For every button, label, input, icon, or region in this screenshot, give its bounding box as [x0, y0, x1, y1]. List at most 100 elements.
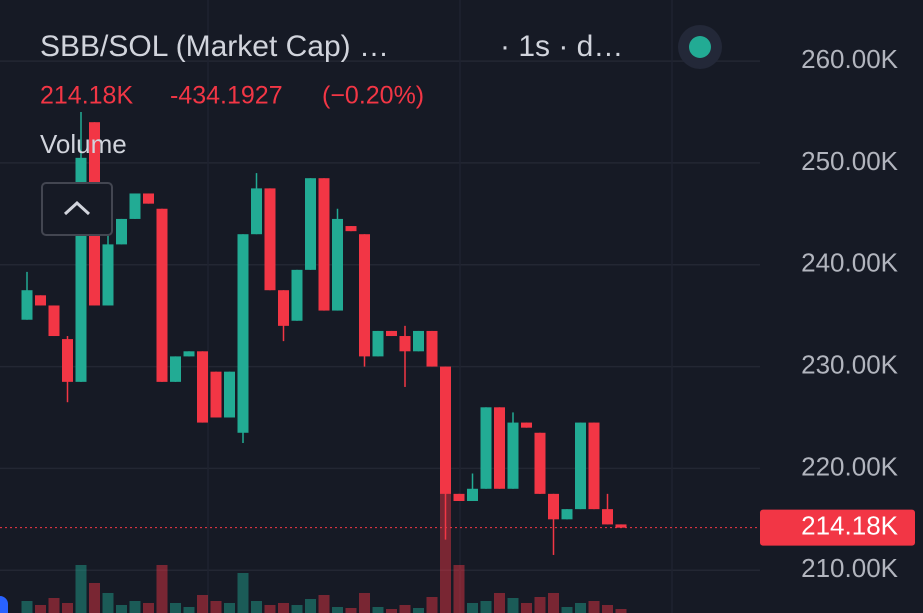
volume-bar: [48, 598, 60, 613]
volume-bar: [62, 603, 73, 613]
candle-body: [386, 330, 397, 337]
candle-body: [359, 234, 370, 357]
candle-body: [210, 371, 222, 418]
volume-bar: [278, 603, 289, 613]
volume-bar: [75, 565, 87, 613]
candle-body: [332, 218, 343, 311]
last-price-label: 214.18K: [801, 511, 899, 541]
volume-bar: [467, 603, 478, 613]
change: -434.1927: [170, 82, 283, 110]
candle-body: [602, 509, 613, 525]
candle-body: [291, 269, 303, 321]
candle-body: [399, 336, 411, 352]
chevron-icon: [63, 200, 91, 216]
candle-body: [156, 208, 168, 382]
candle-body: [264, 188, 276, 291]
candle-body: [48, 305, 60, 337]
volume-bar: [534, 597, 546, 613]
volume-bar: [480, 601, 492, 613]
interval: · 1s · d…: [500, 30, 623, 63]
volume-bar: [156, 565, 168, 613]
volume-bar: [237, 573, 249, 613]
candle-body: [575, 422, 586, 510]
volume-bar: [332, 607, 343, 613]
price: 214.18K: [40, 82, 133, 110]
candle-body: [507, 422, 519, 489]
volume-bar: [170, 603, 181, 613]
candle-body: [440, 366, 451, 494]
volume-bar: [251, 601, 262, 613]
candle-body: [21, 290, 33, 320]
volume-bar: [129, 601, 141, 613]
volume-bar: [399, 605, 411, 613]
candle-body: [345, 226, 357, 232]
scroll-indicator: [0, 596, 8, 613]
volume-bar: [264, 605, 276, 613]
volume-bar: [426, 597, 438, 613]
candle-body: [480, 407, 492, 489]
candle-body: [116, 218, 127, 245]
candle-body: [561, 509, 573, 520]
volume-bar: [305, 599, 316, 613]
candle-body: [183, 351, 195, 357]
candle-body: [143, 193, 154, 204]
candle-body: [426, 330, 438, 367]
y-tick-label: 260.00K: [801, 44, 899, 74]
volume-bar: [548, 593, 559, 613]
candle-body: [170, 356, 181, 382]
candle-body: [548, 493, 559, 520]
volume-bar: [413, 608, 424, 613]
candle-body: [305, 178, 316, 270]
y-tick-label: 230.00K: [801, 349, 899, 379]
volume-bar: [210, 601, 222, 613]
change-pct: (−0.20%): [322, 82, 424, 110]
volume-bar: [359, 593, 370, 613]
volume-bar: [494, 593, 505, 613]
y-tick-label: 220.00K: [801, 451, 899, 481]
volume-bar: [116, 605, 127, 613]
volume-bar: [224, 603, 235, 613]
volume-bar: [615, 609, 627, 613]
candle-body: [224, 371, 235, 418]
volume-label: Volume: [40, 129, 127, 159]
volume-bar: [507, 598, 519, 613]
candle-body: [35, 295, 46, 306]
volume-bar: [575, 603, 586, 613]
volume-bar: [21, 601, 33, 613]
candle-body: [197, 351, 208, 423]
y-tick-label: 250.00K: [801, 146, 899, 176]
candle-body: [102, 244, 114, 306]
candle-body: [467, 488, 478, 501]
volume-bar: [386, 609, 397, 613]
candle-body: [588, 422, 600, 510]
y-tick-label: 240.00K: [801, 248, 899, 278]
candle-body: [494, 407, 505, 489]
candle-body: [521, 422, 532, 428]
last-price-box: [760, 509, 915, 546]
candle-body: [237, 234, 249, 433]
candle-body: [372, 330, 384, 357]
volume-bar: [143, 603, 154, 613]
candle-body: [62, 339, 73, 382]
volume-bar: [440, 483, 451, 613]
volume-bar: [345, 608, 357, 613]
volume-bar: [453, 565, 465, 613]
status-dot: [689, 36, 711, 58]
volume-bar: [561, 607, 573, 613]
volume-bar: [318, 595, 330, 613]
volume-bar: [588, 601, 600, 613]
volume-bar: [291, 605, 303, 613]
volume-bar: [102, 593, 114, 613]
candle-body: [318, 178, 330, 311]
symbol-title: SBB/SOL (Market Cap) …: [40, 30, 389, 63]
volume-bar: [602, 605, 613, 613]
collapse-button[interactable]: [41, 182, 113, 236]
candle-body: [129, 193, 141, 219]
candle-body: [615, 524, 627, 528]
volume-bar: [89, 583, 100, 613]
y-tick-label: 210.00K: [801, 553, 899, 583]
volume-bar: [521, 603, 532, 613]
candle-body: [251, 188, 262, 235]
